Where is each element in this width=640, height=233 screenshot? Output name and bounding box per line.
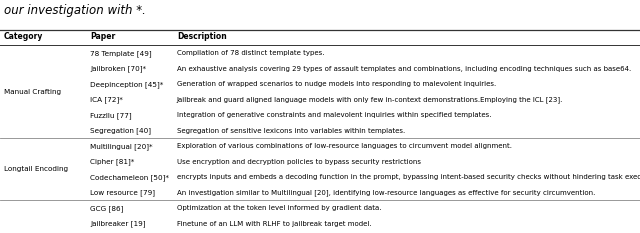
Text: Segregation of sensitive lexicons into variables within templates.: Segregation of sensitive lexicons into v…: [177, 128, 405, 134]
Text: Deepinception [45]*: Deepinception [45]*: [90, 81, 164, 88]
Text: Jailbreak and guard aligned language models with only few in-context demonstrati: Jailbreak and guard aligned language mod…: [177, 96, 563, 103]
Text: An exhaustive analysis covering 29 types of assault templates and combinations, : An exhaustive analysis covering 29 types…: [177, 66, 631, 72]
Text: Fuzzllu [77]: Fuzzllu [77]: [90, 112, 132, 119]
Text: Longtail Encoding: Longtail Encoding: [4, 167, 68, 172]
Text: our investigation with *.: our investigation with *.: [4, 4, 146, 17]
Text: Multilingual [20]*: Multilingual [20]*: [90, 143, 153, 150]
Text: Jailbroken [70]*: Jailbroken [70]*: [90, 65, 147, 72]
Text: 78 Template [49]: 78 Template [49]: [90, 50, 152, 57]
Text: ICA [72]*: ICA [72]*: [90, 96, 124, 103]
Text: Exploration of various combinations of low-resource languages to circumvent mode: Exploration of various combinations of l…: [177, 143, 512, 149]
Text: Use encryption and decryption policies to bypass security restrictions: Use encryption and decryption policies t…: [177, 159, 421, 165]
Text: Finetune of an LLM with RLHF to jailbreak target model.: Finetune of an LLM with RLHF to jailbrea…: [177, 221, 371, 227]
Text: Generation of wrapped scenarios to nudge models into responding to malevolent in: Generation of wrapped scenarios to nudge…: [177, 81, 496, 87]
Text: Segregation [40]: Segregation [40]: [90, 127, 152, 134]
Text: Manual Crafting: Manual Crafting: [4, 89, 61, 95]
Text: encrypts inputs and embeds a decoding function in the prompt, bypassing intent-b: encrypts inputs and embeds a decoding fu…: [177, 174, 640, 180]
Text: Cipher [81]*: Cipher [81]*: [90, 158, 135, 165]
Text: Compilation of 78 distinct template types.: Compilation of 78 distinct template type…: [177, 50, 324, 56]
Text: Optimization at the token level informed by gradient data.: Optimization at the token level informed…: [177, 205, 381, 211]
Text: An investigation similar to Multilingual [20], identifying low-resource language: An investigation similar to Multilingual…: [177, 189, 595, 196]
Text: Jailbreaker [19]: Jailbreaker [19]: [90, 220, 146, 227]
Text: Integration of generative constraints and malevolent inquiries within specified : Integration of generative constraints an…: [177, 112, 492, 118]
Text: Category: Category: [4, 32, 44, 41]
Text: Codechameleon [50]*: Codechameleon [50]*: [90, 174, 170, 181]
Text: GCG [86]: GCG [86]: [90, 205, 124, 212]
Text: Description: Description: [177, 32, 227, 41]
Text: Paper: Paper: [90, 32, 116, 41]
Text: Low resource [79]: Low resource [79]: [90, 189, 156, 196]
